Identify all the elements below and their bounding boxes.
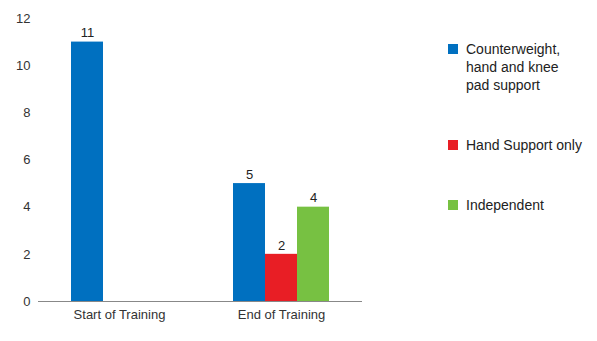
svg-text:6: 6	[23, 152, 30, 167]
svg-text:4: 4	[310, 190, 317, 205]
svg-text:2: 2	[278, 237, 285, 252]
svg-text:8: 8	[23, 105, 30, 120]
svg-text:0: 0	[23, 294, 30, 309]
svg-text:5: 5	[246, 167, 253, 182]
svg-text:2: 2	[23, 246, 30, 261]
svg-text:4: 4	[23, 199, 30, 214]
html-text:Counterweight, hand and knee p: Counterweight, hand and knee pad support	[466, 41, 561, 93]
svg-text:12: 12	[16, 11, 30, 26]
svg-text:10: 10	[16, 58, 30, 73]
html-text:Hand Support only: Hand Support only	[466, 137, 582, 153]
html-text:Independent: Independent	[466, 197, 544, 213]
svg-text:Start of Training: Start of Training	[74, 307, 166, 322]
svg-text:11: 11	[81, 25, 95, 40]
svg-text:End of Training: End of Training	[238, 307, 325, 322]
